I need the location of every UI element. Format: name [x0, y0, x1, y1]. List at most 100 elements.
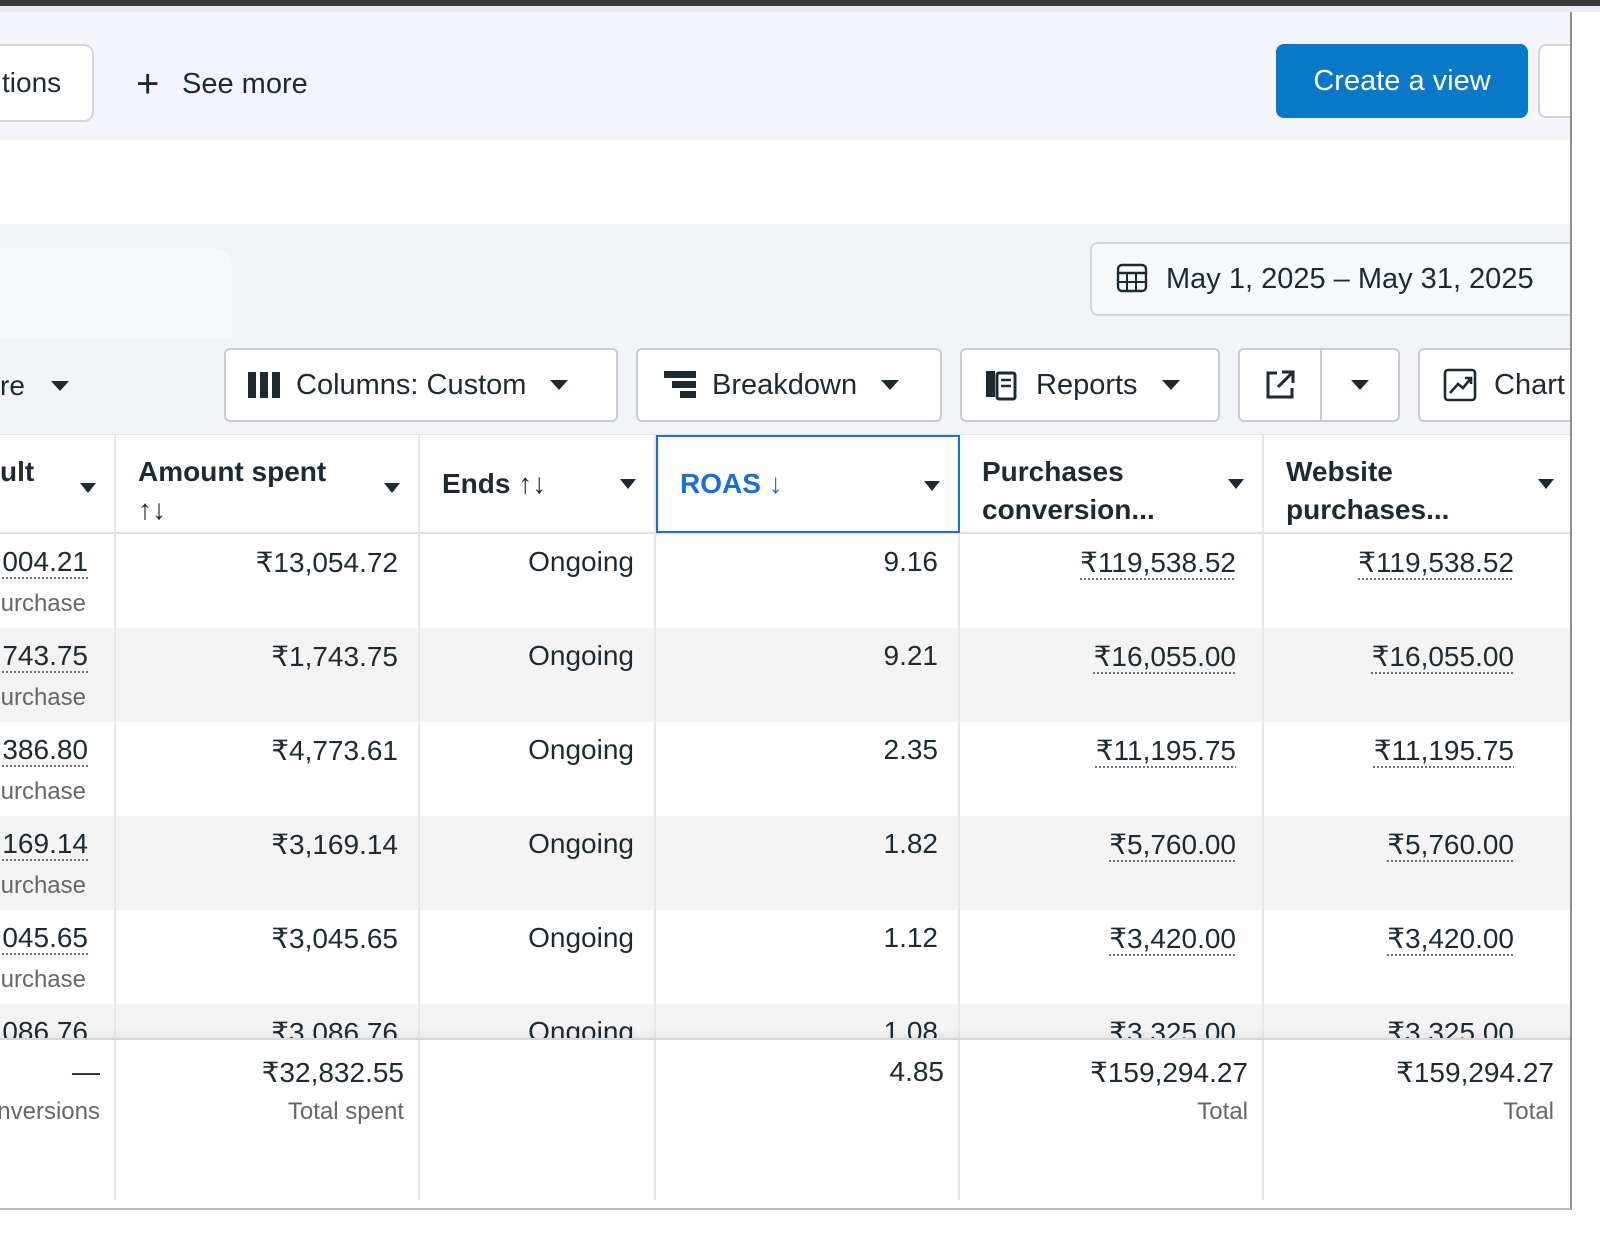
- reports-label: Reports: [1036, 368, 1138, 401]
- options-button[interactable]: tions: [0, 44, 94, 122]
- column-header-label: Website purchases...: [1286, 453, 1449, 529]
- result-cell: 386.80 urchase: [0, 722, 116, 816]
- purchases-conversion-value[interactable]: ₹11,195.75: [1095, 735, 1236, 766]
- more-actions-button[interactable]: [1538, 44, 1570, 118]
- table-row[interactable]: 004.21 urchase ₹13,054.72 Ongoing 9.16 ₹…: [0, 534, 1570, 628]
- website-purchases-value[interactable]: ₹3,420.00: [1387, 923, 1514, 954]
- table-row[interactable]: 169.14 urchase ₹3,169.14 Ongoing 1.82 ₹5…: [0, 816, 1570, 910]
- column-header-label: Amount spent ↑↓: [138, 453, 326, 529]
- header-line: conversion...: [982, 494, 1155, 525]
- active-tab[interactable]: [0, 248, 232, 338]
- table-row[interactable]: 743.75 urchase ₹1,743.75 Ongoing 9.21 ₹1…: [0, 628, 1570, 722]
- purchases-conversion-value[interactable]: ₹16,055.00: [1093, 641, 1236, 672]
- see-more-label: See more: [182, 67, 308, 100]
- result-value[interactable]: 004.21: [2, 546, 88, 577]
- caret-down-icon[interactable]: [620, 479, 636, 489]
- ends-cell: Ongoing: [420, 628, 656, 722]
- total-website-purchases-cell: ₹159,294.27 Total: [1264, 1040, 1570, 1200]
- caret-down-icon[interactable]: [80, 483, 96, 493]
- result-type: urchase: [0, 966, 86, 993]
- website-purchases-value[interactable]: ₹16,055.00: [1371, 641, 1514, 672]
- ends-cell: Ongoing: [420, 910, 656, 1004]
- website-purchases-value[interactable]: ₹3,325.00: [1387, 1017, 1514, 1040]
- total-ends-cell: [420, 1040, 656, 1200]
- website-purchases-value[interactable]: ₹5,760.00: [1387, 829, 1514, 860]
- amount-spent-value: ₹4,773.61: [271, 735, 398, 766]
- reports-dropdown[interactable]: Reports: [960, 348, 1220, 422]
- amount-spent-cell: ₹13,054.72: [116, 534, 420, 628]
- result-value[interactable]: 169.14: [2, 828, 88, 859]
- export-button[interactable]: [1240, 350, 1322, 420]
- caret-down-icon[interactable]: [384, 483, 400, 493]
- chart-button[interactable]: Chart: [1418, 348, 1570, 422]
- website-purchases-value[interactable]: ₹119,538.52: [1358, 547, 1514, 578]
- create-view-button[interactable]: Create a view: [1276, 44, 1528, 118]
- column-header-purchases-conversion[interactable]: Purchases conversion...: [960, 435, 1264, 533]
- breakdown-dropdown[interactable]: Breakdown: [636, 348, 942, 422]
- export-menu-button[interactable]: [1322, 350, 1398, 420]
- purchases-conversion-cell: ₹119,538.52: [960, 534, 1264, 628]
- total-result-value: —: [72, 1056, 100, 1087]
- purchases-conversion-value[interactable]: ₹3,325.00: [1109, 1017, 1236, 1040]
- date-range-picker[interactable]: May 1, 2025 – May 31, 2025: [1090, 242, 1570, 316]
- result-value[interactable]: 386.80: [2, 734, 88, 765]
- table-row[interactable]: 045.65 urchase ₹3,045.65 Ongoing 1.12 ₹3…: [0, 910, 1570, 1004]
- result-value[interactable]: 045.65: [2, 922, 88, 953]
- column-header-label: Ends ↑↓: [442, 468, 547, 499]
- ends-value: Ongoing: [528, 640, 634, 671]
- ends-cell: Ongoing: [420, 1004, 656, 1040]
- spacer: [0, 140, 1570, 224]
- website-purchases-cell: ₹3,420.00: [1264, 910, 1570, 1004]
- caret-down-icon[interactable]: [924, 481, 940, 491]
- export-split-button: [1238, 348, 1400, 422]
- roas-cell: 2.35: [656, 722, 960, 816]
- caret-down-icon: [1351, 380, 1369, 390]
- create-view-label: Create a view: [1313, 64, 1491, 97]
- column-header-amount-spent[interactable]: Amount spent ↑↓: [116, 435, 420, 533]
- ends-value: Ongoing: [528, 922, 634, 953]
- table-totals-row: — nversions ₹32,832.55 Total spent 4.85 …: [0, 1038, 1570, 1200]
- export-icon: [1266, 370, 1295, 399]
- sort-icon[interactable]: ↑↓: [138, 494, 166, 525]
- table-header: ult Amount spent ↑↓ Ends ↑↓ ROAS ↓: [0, 434, 1570, 534]
- caret-down-icon: [881, 380, 900, 390]
- table-row[interactable]: 086.76 ₹3,086.76 Ongoing 1.08 ₹3,325.00 …: [0, 1004, 1570, 1040]
- website-purchases-value[interactable]: ₹11,195.75: [1373, 735, 1514, 766]
- ends-value: Ongoing: [528, 734, 634, 765]
- total-roas-cell: 4.85: [656, 1040, 960, 1200]
- result-value[interactable]: 743.75: [2, 640, 88, 671]
- roas-cell: 1.08: [656, 1004, 960, 1040]
- amount-spent-title: Amount spent: [138, 456, 327, 487]
- column-header-result[interactable]: ult: [0, 435, 116, 533]
- breakdown-label: Breakdown: [712, 368, 858, 401]
- see-more-button[interactable]: + See more: [136, 64, 308, 104]
- columns-dropdown[interactable]: Columns: Custom: [224, 348, 618, 422]
- total-purchases-conversion-value: ₹159,294.27: [1090, 1057, 1248, 1088]
- column-header-ends[interactable]: Ends ↑↓: [420, 435, 656, 533]
- table-row[interactable]: 386.80 urchase ₹4,773.61 Ongoing 2.35 ₹1…: [0, 722, 1570, 816]
- result-value[interactable]: 086.76: [2, 1016, 88, 1040]
- result-cell: 169.14 urchase: [0, 816, 116, 910]
- ends-cell: Ongoing: [420, 534, 656, 628]
- purchases-conversion-value[interactable]: ₹119,538.52: [1080, 547, 1236, 578]
- purchases-conversion-cell: ₹5,760.00: [960, 816, 1264, 910]
- purchases-conversion-value[interactable]: ₹3,420.00: [1109, 923, 1236, 954]
- amount-spent-value: ₹3,169.14: [271, 829, 398, 860]
- roas-value: 1.08: [883, 1016, 939, 1040]
- purchases-conversion-value[interactable]: ₹5,760.00: [1109, 829, 1236, 860]
- result-cell: 004.21 urchase: [0, 534, 116, 628]
- caret-down-icon[interactable]: [1228, 479, 1244, 489]
- website-purchases-cell: ₹5,760.00: [1264, 816, 1570, 910]
- total-purchases-conversion-label: Total: [1197, 1098, 1248, 1125]
- column-header-roas[interactable]: ROAS ↓: [656, 435, 960, 533]
- column-header-website-purchases[interactable]: Website purchases...: [1264, 435, 1570, 533]
- caret-down-icon[interactable]: [1538, 479, 1554, 489]
- caret-down-icon: [50, 381, 69, 391]
- chart-label: Chart: [1494, 368, 1565, 401]
- left-cut-label: re: [0, 370, 25, 401]
- result-cell: 743.75 urchase: [0, 628, 116, 722]
- result-type: urchase: [0, 590, 86, 617]
- ends-value: Ongoing: [528, 546, 634, 577]
- result-type: urchase: [0, 872, 86, 899]
- left-cut-dropdown[interactable]: re: [0, 370, 69, 402]
